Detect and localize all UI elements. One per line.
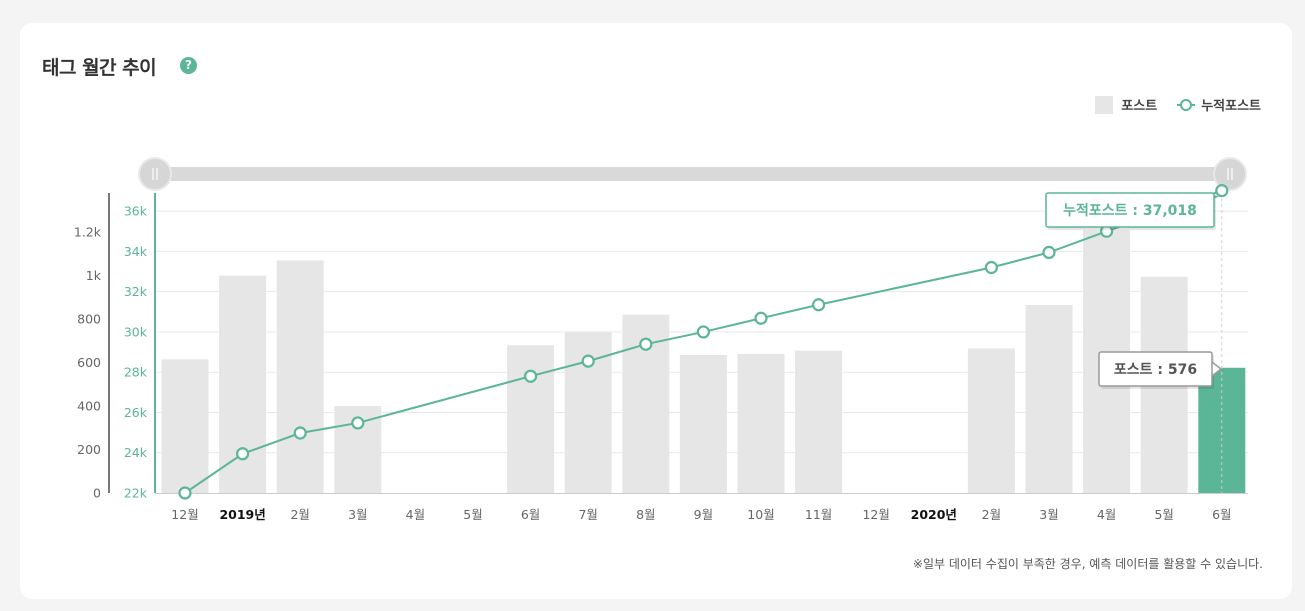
x-axis-tick-label: 8월	[636, 507, 655, 522]
x-axis-tick-label: 11월	[805, 507, 832, 522]
bar[interactable]	[507, 345, 555, 493]
right-axis-tick-label: 30k	[124, 324, 148, 339]
x-axis-tick-label: 3월	[348, 507, 367, 522]
x-axis-tick-label: 6월	[1212, 507, 1231, 522]
x-axis-tick-label: 12월	[862, 507, 889, 522]
tooltip-bar-text: 포스트 : 576	[1114, 362, 1197, 378]
tooltip-bar-box	[1098, 351, 1213, 387]
line-point[interactable]	[1215, 184, 1229, 198]
range-slider-handle-start[interactable]	[138, 157, 172, 191]
bar[interactable]	[219, 275, 267, 493]
line-point[interactable]	[178, 486, 192, 500]
right-axis-tick-label: 26k	[124, 405, 148, 420]
x-axis-tick-label: 4월	[406, 507, 425, 522]
right-axis-tick-label: 22k	[124, 486, 148, 501]
legend-line-swatch[interactable]	[1177, 96, 1196, 114]
bar[interactable]	[276, 260, 324, 493]
tooltip-pointer	[1211, 361, 1223, 377]
line-point[interactable]	[523, 369, 538, 383]
x-axis-tick-label: 2020년	[911, 507, 957, 522]
chart-legend: 포스트 누적포스트	[1095, 95, 1261, 114]
line-point[interactable]	[293, 426, 307, 440]
left-axis-tick-label: 200	[77, 442, 101, 457]
left-axis-tick-label: 600	[77, 355, 101, 370]
x-axis-tick-label: 2월	[982, 507, 1001, 522]
legend-bar-label[interactable]: 포스트	[1121, 99, 1158, 114]
right-axis-tick-label: 36k	[124, 204, 148, 219]
line-point[interactable]	[581, 354, 595, 368]
line-point[interactable]	[754, 311, 768, 325]
line-point[interactable]	[984, 260, 999, 275]
legend-line-label[interactable]: 누적포스트	[1201, 99, 1261, 114]
x-axis-tick-label: 7월	[578, 507, 597, 522]
x-axis-tick-label: 2019년	[219, 507, 265, 522]
bar-active[interactable]	[1198, 367, 1246, 493]
footnote: ※일부 데이터 수집이 부족한 경우, 예측 데이터를 활용할 수 있습니다.	[912, 557, 1263, 571]
left-axis-tick-label: 1.2k	[74, 225, 102, 240]
x-axis-tick-label: 9월	[694, 507, 713, 522]
x-axis-tick-label: 12월	[171, 507, 198, 522]
tooltip-line-text: 누적포스트 : 37,018	[1063, 202, 1197, 219]
right-axis-tick-label: 32k	[124, 284, 148, 299]
x-axis-tick-label: 5월	[463, 507, 482, 522]
bar[interactable]	[679, 354, 727, 493]
bar[interactable]	[737, 353, 785, 493]
line-point[interactable]	[696, 325, 711, 339]
x-axis-tick-label: 5월	[1154, 507, 1173, 522]
line-point[interactable]	[236, 447, 250, 461]
bar[interactable]	[1025, 304, 1073, 493]
right-axis-tick-label: 34k	[124, 244, 148, 259]
line-point[interactable]	[639, 337, 653, 351]
left-axis-tick-label: 1k	[86, 268, 102, 283]
bar[interactable]	[795, 350, 843, 493]
left-axis-tick-label: 400	[77, 399, 101, 414]
x-axis-tick-label: 4월	[1097, 507, 1116, 522]
x-axis-tick-label: 2월	[290, 507, 309, 522]
line-point[interactable]	[1042, 245, 1056, 259]
right-axis-tick-label: 28k	[124, 365, 148, 380]
left-axis-tick-label: 0	[93, 486, 101, 501]
bar[interactable]	[161, 359, 209, 493]
left-axis-tick-label: 800	[77, 312, 101, 327]
legend-bar-swatch[interactable]	[1095, 95, 1114, 114]
help-icon[interactable]: ?	[180, 57, 197, 74]
bar[interactable]	[967, 348, 1015, 493]
right-axis-tick-label: 24k	[124, 445, 148, 460]
line-point[interactable]	[351, 416, 365, 430]
x-axis-tick-label: 3월	[1039, 507, 1058, 522]
line-point[interactable]	[811, 298, 826, 312]
tooltip-line-box	[1045, 192, 1215, 228]
x-axis-tick-label: 10월	[747, 507, 774, 522]
x-axis-tick-label: 6월	[521, 507, 540, 522]
range-slider-track[interactable]	[155, 167, 1230, 181]
page-title: 태그 월간 추이	[42, 57, 157, 79]
